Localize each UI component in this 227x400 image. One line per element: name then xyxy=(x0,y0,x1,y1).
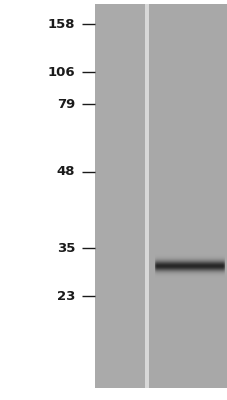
Text: 79: 79 xyxy=(57,98,75,110)
Bar xyxy=(94,4,144,388)
Text: 35: 35 xyxy=(57,242,75,254)
Bar xyxy=(149,4,227,388)
Text: 48: 48 xyxy=(57,166,75,178)
Text: 106: 106 xyxy=(47,66,75,78)
Bar xyxy=(145,4,149,388)
Text: 23: 23 xyxy=(57,290,75,302)
Text: 158: 158 xyxy=(47,18,75,30)
